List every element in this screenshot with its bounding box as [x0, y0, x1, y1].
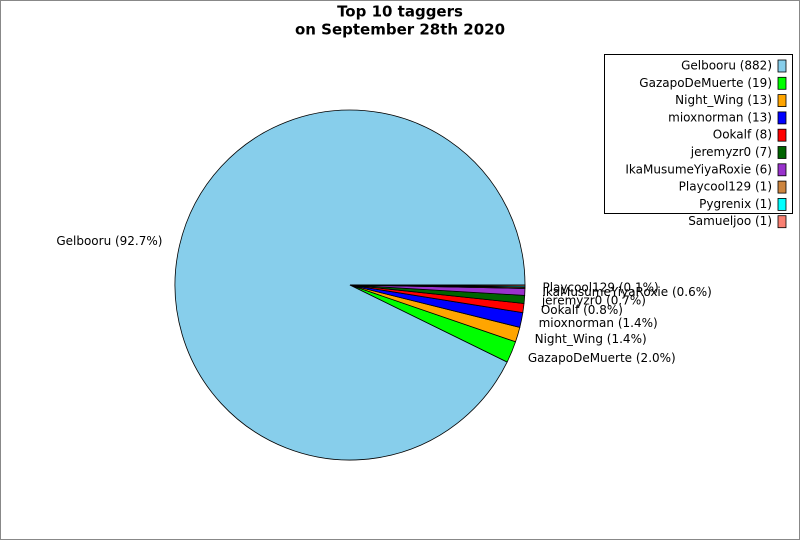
- slice-label: Playcool129 (0.1%): [542, 281, 658, 295]
- legend-label: Night_Wing (13): [675, 93, 772, 107]
- chart-subtitle: on September 28th 2020: [295, 21, 505, 39]
- legend-box: [604, 54, 793, 214]
- legend-swatch: [777, 180, 787, 194]
- pie: [174, 109, 526, 461]
- legend-swatch: [777, 146, 787, 159]
- legend-label: Gelbooru (882): [681, 59, 772, 73]
- legend-label: jeremyzr0 (7): [690, 145, 772, 159]
- legend-label: Samueljoo (1): [688, 214, 772, 228]
- legend-label: Playcool129 (1): [679, 180, 772, 194]
- slice-label: GazapoDeMuerte (2.0%): [528, 351, 676, 365]
- legend-label: Pygrenix (1): [699, 197, 772, 211]
- legend-swatch: [777, 197, 787, 211]
- slice-label: IkaMusumeYiyaRoxie (0.6%): [542, 285, 711, 299]
- legend-label: mioxnorman (13): [668, 110, 772, 124]
- legend-swatch: [777, 215, 787, 229]
- legend-swatch: [777, 59, 787, 73]
- legend-label: IkaMusumeYiyaRoxie (6): [625, 162, 772, 176]
- legend-label: Ookalf (8): [713, 128, 772, 142]
- pie-slice: [349, 284, 526, 287]
- slice-label: Gelbooru (92.7%): [56, 234, 162, 248]
- legend: Gelbooru (882) GazapoDeMuerte (19) Night_W…: [625, 59, 787, 229]
- legend-swatch: [777, 163, 787, 177]
- legend-swatch: [777, 128, 787, 142]
- legend-swatch: [777, 111, 787, 125]
- pie-labels: Gelbooru (92.7%) GazapoDeMuerte (2.0%) Nig…: [56, 234, 711, 365]
- legend-label: GazapoDeMuerte (19): [639, 76, 772, 90]
- slice-label: Ookalf (0.8%): [541, 303, 623, 317]
- legend-swatch: [777, 94, 787, 107]
- slice-label: jeremyzr0 (0.7%): [541, 293, 646, 307]
- slice-label: mioxnorman (1.4%): [539, 316, 658, 330]
- legend-swatch: [777, 76, 787, 90]
- chart-title: Top 10 taggers: [337, 3, 463, 21]
- slice-label: Night_Wing (1.4%): [535, 332, 647, 346]
